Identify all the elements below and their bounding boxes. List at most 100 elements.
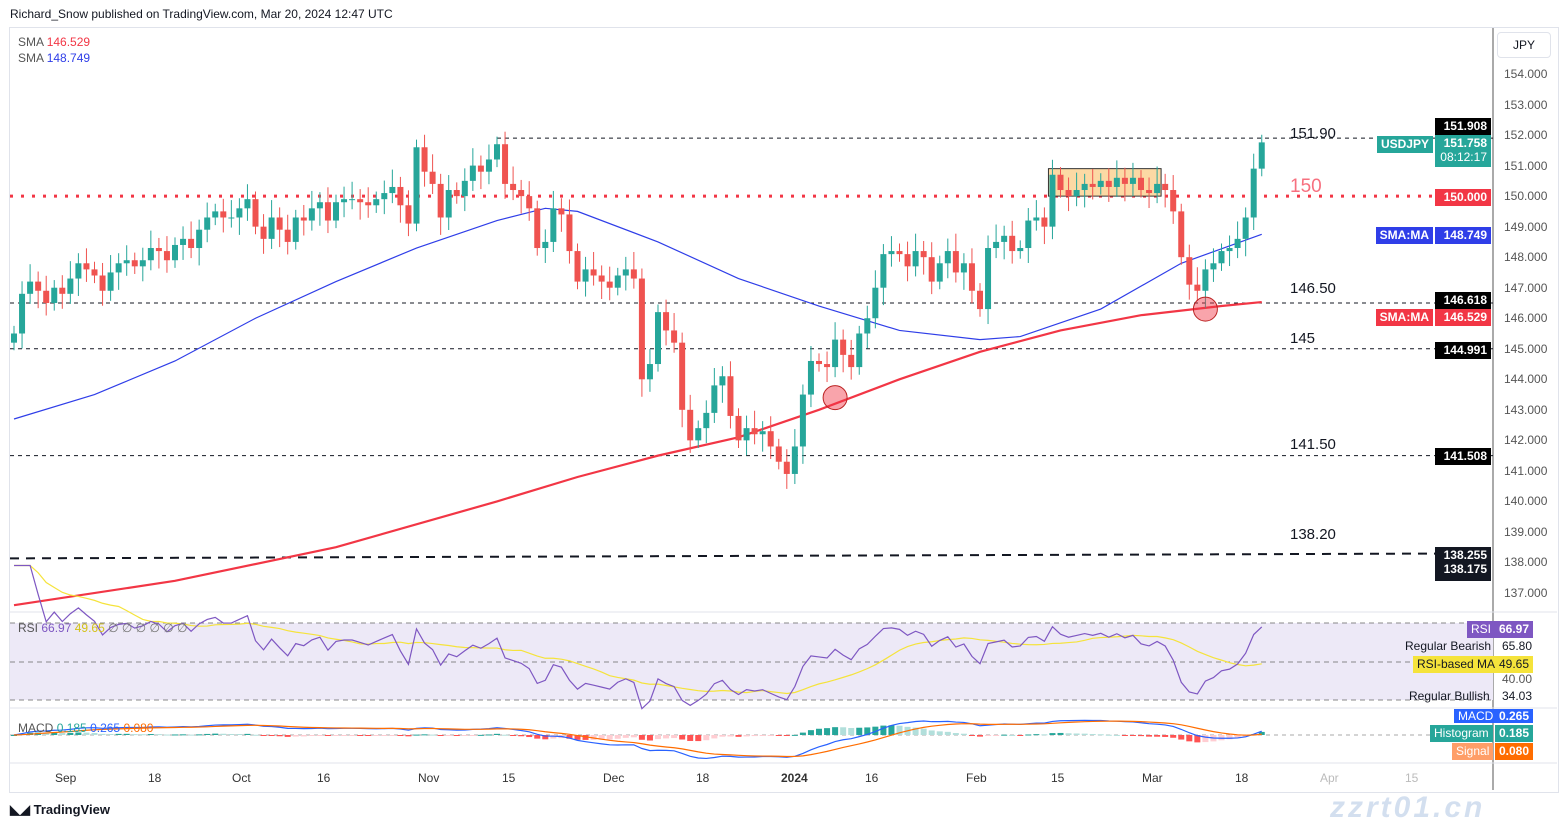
macd-histogram-bar: [1009, 734, 1016, 736]
macd-histogram-bar: [188, 734, 195, 736]
candle-body: [67, 278, 74, 294]
rsi-legend[interactable]: RSI 66.97 49.65 ∅ ∅ ∅ ∅ ∅ ∅: [18, 621, 188, 635]
candle-body: [453, 190, 460, 197]
macd-histogram-bar: [848, 727, 855, 735]
macd-histogram-bar: [832, 727, 839, 735]
candle-body: [75, 263, 82, 279]
candle-body: [638, 278, 645, 380]
candle-body: [349, 199, 356, 201]
signal-tag: Signal: [1452, 743, 1494, 760]
candle-body: [445, 190, 452, 218]
candle-body: [719, 376, 726, 386]
macd-histogram-bar: [83, 732, 90, 735]
candle-body: [59, 287, 66, 294]
macd-histogram-bar: [252, 734, 259, 736]
macd-histogram-bar: [679, 735, 686, 740]
macd-histogram-bar: [968, 735, 975, 736]
sma50-line: [13, 207, 1262, 420]
macd-histogram-bar: [180, 734, 187, 736]
macd-histogram-bar: [437, 735, 444, 736]
candle-body: [1049, 174, 1056, 227]
candle-body: [107, 272, 114, 291]
time-tick: 18: [148, 771, 162, 785]
macd-histogram-bar: [1154, 735, 1161, 737]
macd-histogram-bar: [614, 735, 621, 739]
candle-body: [1234, 238, 1241, 249]
macd-histogram-bar: [920, 728, 927, 735]
macd-histogram-bar: [397, 735, 404, 736]
macd-histogram-bar: [91, 732, 98, 735]
candle-body: [807, 360, 814, 395]
macd-histogram-bar: [300, 735, 307, 737]
level-146-tag: 146.618: [1435, 292, 1491, 309]
candle-body: [139, 260, 146, 267]
macd-histogram-bar: [123, 733, 130, 735]
candle-body: [268, 217, 275, 239]
macd-legend[interactable]: MACD 0.185 0.265 0.080: [18, 721, 153, 735]
candle-body: [1121, 177, 1128, 184]
watermark: zzrt01.cn: [1330, 791, 1486, 824]
candle-body: [437, 183, 444, 218]
candle-body: [284, 229, 291, 242]
candle-body: [727, 376, 734, 416]
symbol-tag: USDJPY: [1376, 136, 1433, 153]
candle-body: [276, 217, 283, 230]
level-138-20-line: [9, 552, 1494, 560]
price-tick: 147.000: [1504, 280, 1548, 295]
candle-body: [1009, 235, 1016, 252]
candle-body: [840, 339, 847, 355]
signal-line: [13, 720, 1262, 758]
candle-body: [35, 281, 42, 291]
candle-body: [1025, 220, 1032, 249]
candle-body: [791, 446, 798, 474]
price-tick: 150.000: [1504, 189, 1548, 204]
candle-body: [469, 165, 476, 181]
candle-body: [91, 269, 98, 276]
high-price-tag: 151.908: [1435, 118, 1491, 135]
candle-body: [848, 354, 855, 368]
rsi-value-tag: 66.97: [1495, 621, 1534, 638]
legend-sma50[interactable]: SMA 148.749: [18, 51, 90, 65]
rsi-legend-label: RSI: [18, 621, 39, 635]
macd-histogram-bar: [1017, 735, 1024, 736]
time-tick: 16: [865, 771, 879, 785]
candle-body: [1186, 257, 1193, 285]
tradingview-logo[interactable]: ◣◢ TradingView: [10, 802, 110, 818]
macd-histogram-bar: [566, 735, 573, 739]
macd-histogram-bar: [1073, 733, 1080, 735]
macd-histogram-bar: [896, 725, 903, 735]
macd-histogram-bar: [494, 733, 500, 735]
macd-histogram-bar: [1226, 735, 1233, 740]
macd-histogram-bar: [316, 735, 323, 736]
time-tick: Nov: [418, 771, 440, 785]
candle-body: [99, 275, 106, 291]
macd-histogram-bar: [807, 730, 814, 735]
candle-body: [526, 196, 533, 209]
time-tick: 18: [696, 771, 710, 785]
candle-body: [896, 251, 903, 255]
macd-histogram-bar: [1121, 735, 1128, 736]
candle-body: [968, 263, 975, 291]
candle-body: [260, 226, 267, 239]
legend-sma200[interactable]: SMA 146.529: [18, 35, 90, 49]
macd-histogram-bar: [687, 735, 694, 741]
candle-body: [1242, 217, 1249, 239]
price-tick: 151.000: [1504, 158, 1548, 173]
legend-value: 148.749: [46, 51, 91, 65]
macd-histogram-bar: [172, 734, 178, 736]
rsi-tag: RSI: [1467, 621, 1496, 638]
price-tick: 149.000: [1504, 219, 1548, 234]
candle-body: [147, 248, 154, 261]
macd-histogram-bar: [405, 735, 412, 737]
time-tick: 16: [317, 771, 331, 785]
candle-body: [1146, 190, 1153, 194]
macd-histogram-bar: [775, 735, 782, 736]
currency-button[interactable]: JPY: [1497, 32, 1551, 58]
macd-histogram-bar: [960, 733, 967, 735]
rsi-tick-40: 40.00: [1502, 672, 1533, 686]
macd-histogram-bar: [429, 734, 436, 736]
time-tick: 2024: [781, 771, 808, 785]
candle-body: [695, 428, 702, 441]
rsi-ma-tag: RSI-based MA: [1413, 656, 1500, 673]
